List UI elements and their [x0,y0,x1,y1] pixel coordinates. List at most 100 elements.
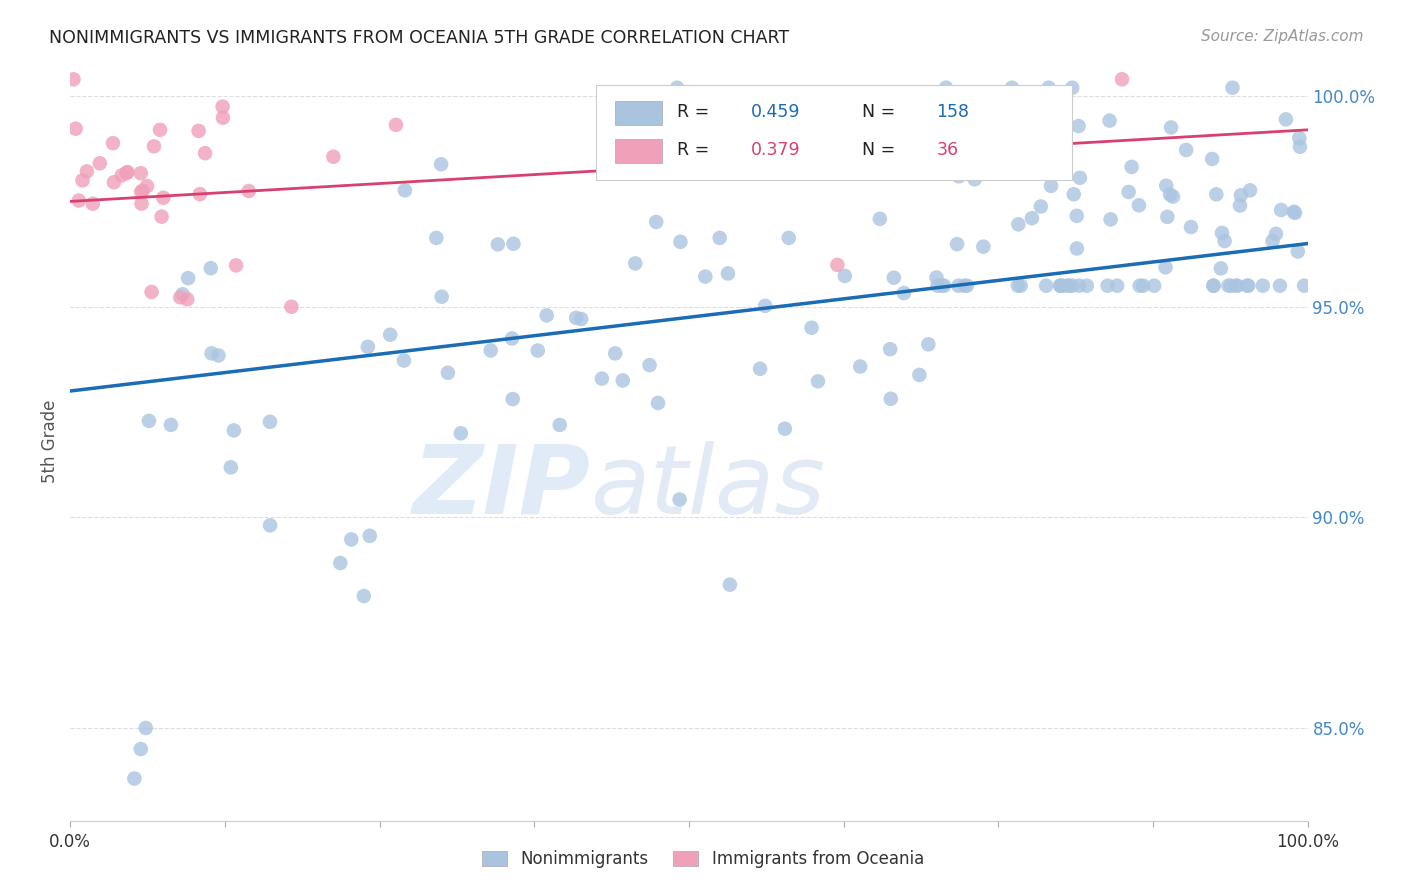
Point [1154,178,1177,193]
Point [591,371,613,385]
Point [1180,220,1202,235]
Point [385,118,408,132]
Point [219,460,242,475]
Point [502,392,524,406]
Point [1099,212,1122,227]
Point [1049,278,1071,293]
Point [880,392,903,406]
Point [669,235,692,249]
Point [141,285,163,299]
FancyBboxPatch shape [596,85,1073,180]
Point [430,290,453,304]
Text: Source: ZipAtlas.com: Source: ZipAtlas.com [1201,29,1364,44]
Point [1237,278,1260,293]
Point [1282,204,1305,219]
Point [717,267,740,281]
Point [1029,199,1052,213]
Point [695,269,717,284]
Point [1042,136,1064,150]
Point [380,327,402,342]
Point [1289,140,1312,154]
Point [925,270,948,285]
Point [131,184,153,198]
Point [773,422,796,436]
Point [1213,234,1236,248]
Point [526,343,548,358]
Point [259,518,281,533]
Point [1161,189,1184,203]
Point [1209,261,1232,276]
Point [1226,278,1249,293]
Point [501,331,523,345]
Point [1286,244,1309,259]
Point [430,157,453,171]
Point [101,136,124,151]
Point [668,492,690,507]
FancyBboxPatch shape [614,101,662,126]
Point [1229,198,1251,212]
Point [956,278,979,293]
Point [1218,278,1240,293]
Point [1275,112,1298,127]
Point [1062,278,1084,293]
Point [1239,183,1261,197]
Point [883,270,905,285]
Point [565,310,588,325]
Point [172,287,194,301]
Point [1121,160,1143,174]
Point [160,417,183,432]
Point [893,286,915,301]
Point [834,268,856,283]
Point [1007,218,1029,232]
Point [1001,80,1024,95]
Point [259,415,281,429]
Point [394,183,416,197]
Point [953,278,976,293]
Point [963,172,986,186]
Point [1040,178,1063,193]
Point [129,166,152,180]
Point [177,271,200,285]
Point [1062,80,1084,95]
Point [62,72,84,87]
Point [778,231,800,245]
Point [1021,211,1043,226]
Point [807,374,830,388]
Point [135,721,157,735]
Point [934,278,956,293]
Text: N =: N = [862,141,901,159]
Point [1288,131,1310,145]
Point [392,353,415,368]
Point [1156,210,1178,224]
Point [869,211,891,226]
Point [1236,278,1258,293]
Point [1118,185,1140,199]
Point [359,529,381,543]
Point [115,166,138,180]
Text: 0.379: 0.379 [751,141,800,159]
Point [129,185,152,199]
Text: 0.459: 0.459 [751,103,800,120]
Point [536,309,558,323]
Point [1067,278,1090,293]
Point [624,94,647,108]
Point [950,115,973,129]
Point [1284,206,1306,220]
Point [849,359,872,374]
Point [908,368,931,382]
Point [1066,209,1088,223]
Point [131,196,153,211]
Point [437,366,460,380]
Point [827,258,849,272]
Text: ZIP: ZIP [412,441,591,533]
Point [879,342,901,356]
Point [1007,278,1029,293]
Point [1063,187,1085,202]
Point [211,100,233,114]
Point [124,772,146,786]
Point [117,165,139,179]
Point [1175,143,1198,157]
Point [89,156,111,170]
Point [72,173,94,187]
Point [1056,278,1078,293]
